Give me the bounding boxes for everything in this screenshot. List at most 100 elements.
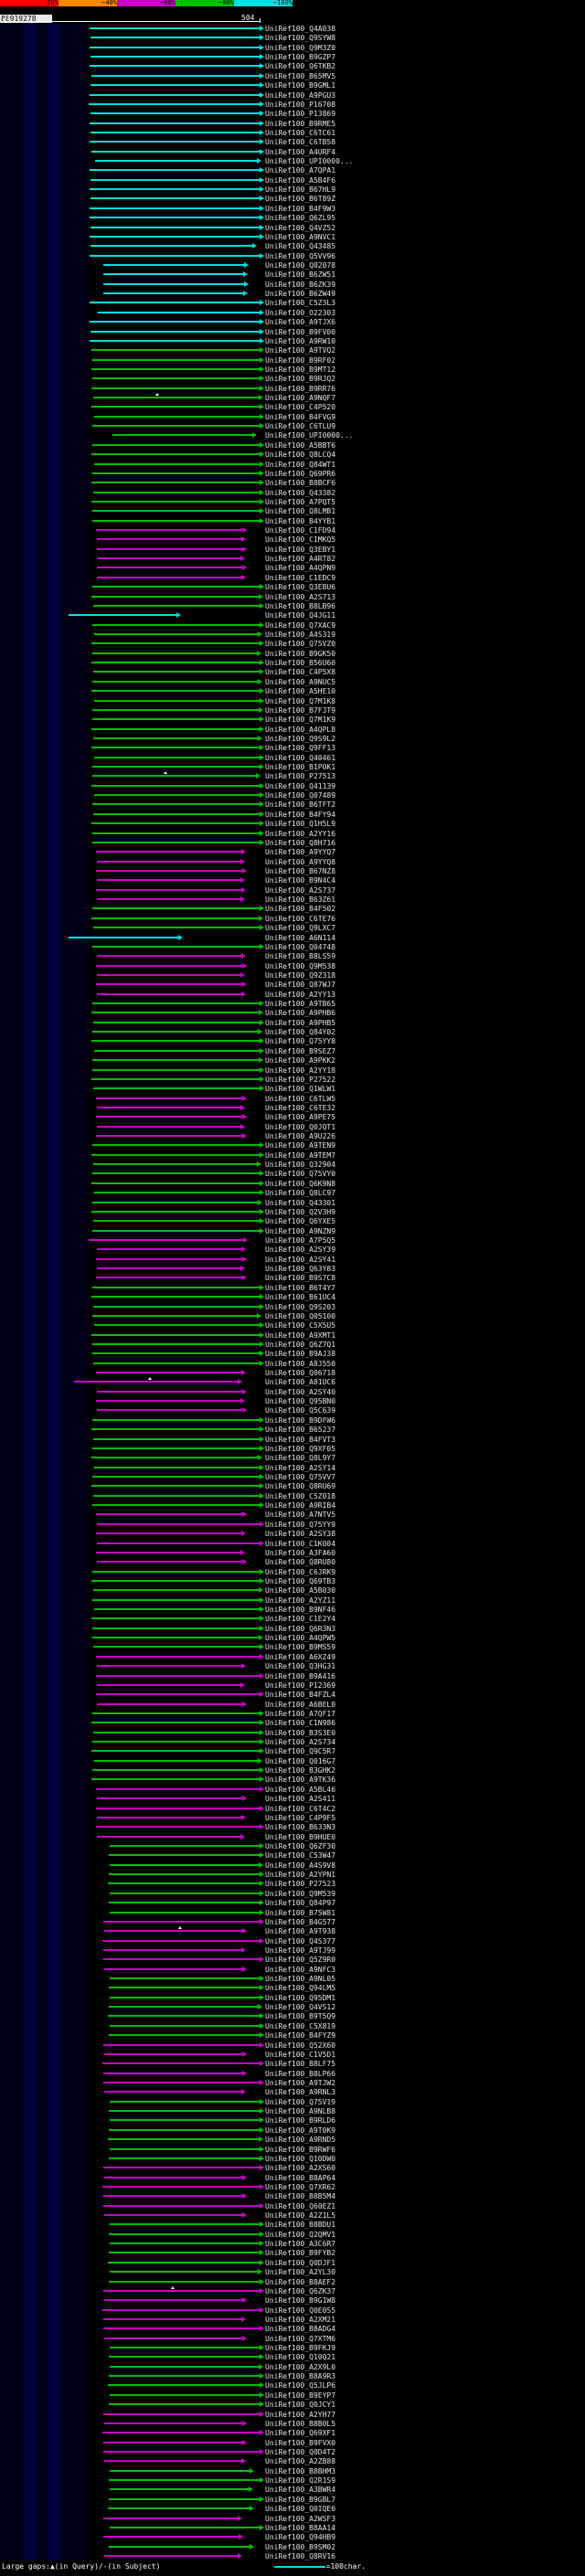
hit-label[interactable]: UniRef100_C6TE76 [265, 914, 336, 923]
hit-bar[interactable] [96, 867, 247, 874]
hit-bar[interactable] [103, 1946, 246, 1953]
hit-bar[interactable] [92, 669, 264, 675]
hit-label[interactable]: UniRef100_Q6Z7Q1 [265, 1340, 336, 1349]
hit-bar[interactable] [92, 1587, 263, 1594]
hit-bar[interactable] [92, 1142, 264, 1149]
hit-bar[interactable] [108, 1985, 264, 1991]
hit-label[interactable]: UniRef100_Q6ZF30 [265, 1842, 336, 1850]
hit-label[interactable]: UniRef100_B8B5M4 [265, 2192, 336, 2201]
hit-label[interactable]: UniRef100_A9TJX6 [265, 318, 336, 327]
hit-bar[interactable] [90, 63, 264, 69]
hit-label[interactable]: UniRef100_Q6ZL95 [265, 214, 336, 223]
hit-label[interactable]: UniRef100_B63Z61 [265, 896, 336, 905]
hit-bar[interactable] [92, 602, 264, 609]
hit-bar[interactable] [102, 2449, 264, 2454]
hit-label[interactable]: UniRef100_Q6ZK37 [265, 2286, 336, 2295]
hit-label[interactable]: UniRef100_B4FYZ9 [265, 2031, 336, 2041]
hit-bar[interactable] [102, 2165, 264, 2171]
hit-label[interactable]: UniRef100_C1E2Y4 [265, 1615, 336, 1624]
hit-label[interactable]: UniRef100_A2X9L0 [265, 2362, 336, 2371]
hit-label[interactable]: UniRef100_A9NZN9 [265, 1226, 336, 1235]
hit-label[interactable]: UniRef100_C6TB58 [265, 138, 336, 147]
hit-bar[interactable] [108, 2278, 264, 2284]
hit-label[interactable]: UniRef100_C4P520 [265, 403, 336, 412]
hit-label[interactable]: UniRef100_B9FKJ9 [265, 2344, 336, 2353]
hit-label[interactable]: UniRef100_A9NL05 [265, 1975, 336, 1984]
hit-bar[interactable] [91, 1076, 264, 1082]
hit-label[interactable]: UniRef100_B9G1W8 [265, 2296, 336, 2306]
hit-bar[interactable] [90, 243, 257, 249]
hit-label[interactable]: UniRef100_Q8RV16 [265, 2551, 336, 2560]
hit-bar[interactable] [90, 726, 264, 732]
hit-bar[interactable] [108, 1881, 264, 1887]
hit-bar[interactable] [91, 1171, 264, 1177]
hit-bar[interactable] [96, 527, 248, 534]
hit-bar[interactable] [90, 1748, 264, 1754]
hit-label[interactable]: UniRef100_C6TC61 [265, 128, 336, 137]
hit-bar[interactable] [90, 176, 264, 183]
hit-bar[interactable] [73, 1377, 242, 1385]
hit-label[interactable]: UniRef100_Q84Y02 [265, 1028, 336, 1037]
hit-label[interactable]: UniRef100_B9N4C4 [265, 876, 336, 885]
hit-label[interactable]: UniRef100_A2YY13 [265, 990, 336, 999]
hit-bar[interactable] [90, 35, 264, 41]
hit-bar[interactable] [90, 120, 264, 126]
hit-label[interactable]: UniRef100_Q87WJ7 [265, 981, 336, 990]
hit-bar[interactable] [103, 2089, 246, 2095]
hit-bar[interactable] [92, 650, 261, 656]
hit-label[interactable]: UniRef100_B4FY94 [265, 810, 336, 819]
hit-label[interactable]: UniRef100_B6ZW51 [265, 270, 336, 280]
hit-bar[interactable] [96, 1275, 247, 1281]
hit-label[interactable]: UniRef100_A5HE10 [265, 687, 336, 696]
hit-label[interactable]: UniRef100_A9TB65 [265, 1000, 336, 1009]
hit-label[interactable]: UniRef100_Q40461 [265, 753, 336, 762]
hit-bar[interactable] [92, 1066, 264, 1073]
hit-label[interactable]: UniRef100_B8A9R3 [265, 2372, 336, 2381]
hit-label[interactable]: UniRef100_C6T4C2 [265, 1804, 336, 1813]
hit-bar[interactable] [91, 1010, 264, 1016]
hit-label[interactable]: UniRef100_Q69TB3 [265, 1576, 336, 1585]
hit-label[interactable]: UniRef100_A2ZB88 [265, 2457, 336, 2466]
hit-bar[interactable] [97, 1266, 245, 1272]
hit-label[interactable]: UniRef100_Q9M538 [265, 961, 336, 970]
hit-label[interactable]: UniRef100_Q3EBY1 [265, 545, 336, 554]
hit-bar[interactable] [92, 489, 264, 495]
hit-bar[interactable] [101, 2061, 264, 2067]
hit-bar[interactable] [92, 1492, 264, 1499]
hit-label[interactable]: UniRef100_Q7XR62 [265, 2182, 336, 2191]
hit-label[interactable]: UniRef100_B9MT12 [265, 365, 336, 374]
hit-bar[interactable] [109, 2269, 263, 2275]
hit-bar[interactable] [97, 574, 246, 580]
hit-bar[interactable] [97, 877, 246, 884]
hit-bar[interactable] [90, 91, 264, 98]
hit-label[interactable]: UniRef100_Q52X60 [265, 2041, 336, 2050]
hit-label[interactable]: UniRef100_A2XS60 [265, 2164, 336, 2173]
hit-bar[interactable] [92, 376, 264, 382]
hit-bar[interactable] [92, 393, 263, 401]
hit-bar[interactable] [91, 1227, 264, 1234]
hit-bar[interactable] [109, 1843, 264, 1849]
hit-bar[interactable] [91, 1483, 264, 1489]
hit-label[interactable]: UniRef100_Q43485 [265, 242, 336, 251]
hit-label[interactable]: UniRef100_B633N3 [265, 1823, 336, 1832]
hit-label[interactable]: UniRef100_B8LS59 [265, 952, 336, 961]
hit-label[interactable]: UniRef100_B9S7C8 [265, 1274, 336, 1283]
hit-label[interactable]: UniRef100_B8AEF2 [265, 2277, 336, 2286]
hit-label[interactable]: UniRef100_A2Z1L5 [265, 2211, 336, 2221]
hit-bar[interactable] [109, 2126, 264, 2133]
hit-bar[interactable] [91, 1616, 264, 1622]
hit-label[interactable]: UniRef100_A9PGU3 [265, 90, 336, 100]
hit-bar[interactable] [89, 44, 264, 50]
hit-bar[interactable] [92, 1767, 264, 1774]
hit-bar[interactable] [91, 366, 264, 372]
hit-label[interactable]: UniRef100_Q2V3H9 [265, 1207, 336, 1216]
hit-bar[interactable] [91, 1331, 264, 1338]
hit-bar[interactable] [89, 139, 264, 145]
hit-label[interactable]: UniRef100_A5BBT6 [265, 440, 336, 450]
hit-bar[interactable] [108, 2108, 264, 2115]
hit-bar[interactable] [102, 2326, 264, 2332]
hit-label[interactable]: UniRef100_Q4S377 [265, 1936, 336, 1945]
hit-bar[interactable] [92, 1303, 264, 1309]
hit-label[interactable]: UniRef100_P12369 [265, 1680, 336, 1690]
hit-label[interactable]: UniRef100_B9T5Q9 [265, 2012, 336, 2021]
